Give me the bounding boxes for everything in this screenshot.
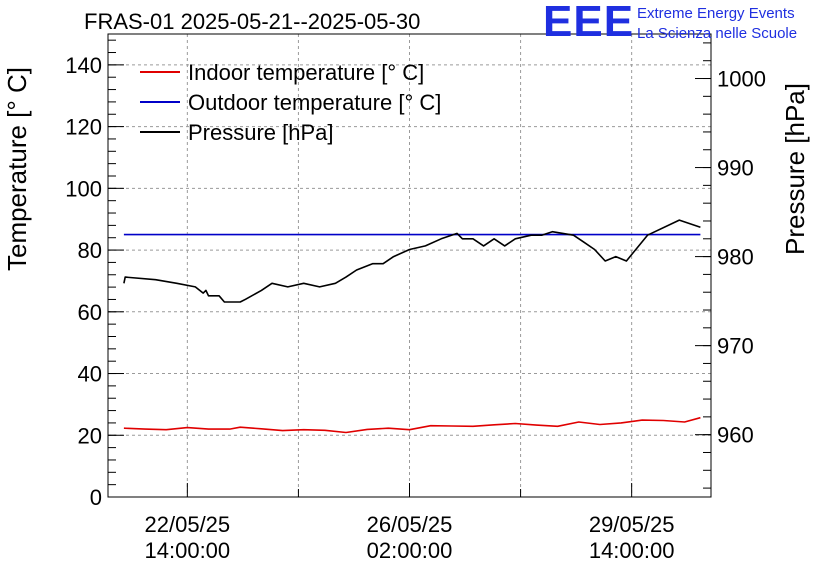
x-tick-time: 02:00:00 (367, 538, 453, 563)
y-tick-label: 60 (78, 300, 102, 325)
logo-caption-line1: Extreme Energy Events (637, 5, 795, 22)
series-line-0 (123, 416, 701, 434)
chart-title: FRAS-01 2025-05-21--2025-05-30 (84, 9, 421, 34)
x-tick-time: 14:00:00 (589, 538, 675, 563)
y2-tick-label: 980 (717, 245, 754, 270)
y-tick-label: 20 (78, 423, 102, 448)
legend-label-0: Indoor temperature [° C] (188, 60, 424, 85)
y-tick-label: 100 (65, 176, 102, 201)
axes-layer: 0 20 40 60 80 100 120 140 960 970 980 990 1000 22/05/… (65, 39, 766, 563)
y-tick-label: 80 (78, 238, 102, 263)
logo-caption-line2: La Scienza nelle Scuole (637, 25, 798, 42)
x-tick-time: 14:00:00 (145, 538, 231, 563)
x-tick-date: 29/05/25 (589, 512, 675, 537)
y-tick-label: 140 (65, 53, 102, 78)
series-layer (123, 219, 701, 434)
x-tick-date: 26/05/25 (367, 512, 453, 537)
y2-tick-label: 960 (717, 423, 754, 448)
series-line-2 (123, 219, 701, 303)
y2-tick-label: 990 (717, 156, 754, 181)
y2-tick-label: 1000 (717, 67, 766, 92)
y-tick-label: 120 (65, 115, 102, 140)
y-tick-label: 40 (78, 362, 102, 387)
eee-logo: EEE (543, 0, 635, 46)
y2-tick-label: 970 (717, 334, 754, 359)
legend: Indoor temperature [° C] Outdoor temperat… (140, 60, 441, 145)
y-axis-label: Temperature [° C] (2, 67, 32, 271)
y2-axis-label: Pressure [hPa] (780, 83, 810, 255)
x-tick-date: 22/05/25 (145, 512, 231, 537)
legend-label-2: Pressure [hPa] (188, 120, 334, 145)
logo-caption: Extreme Energy Events La Scienza nelle S… (637, 4, 797, 44)
y-tick-label: 0 (90, 485, 102, 510)
legend-label-1: Outdoor temperature [° C] (188, 90, 441, 115)
